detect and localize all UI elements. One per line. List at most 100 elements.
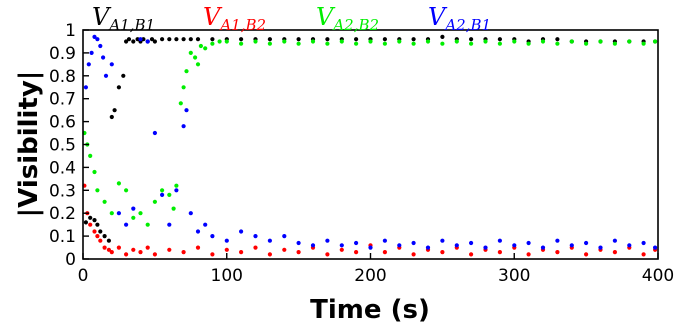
data-point — [325, 238, 330, 243]
data-point — [188, 50, 193, 56]
data-point — [160, 188, 165, 193]
data-point — [253, 39, 258, 44]
y-tick-label: 0.2 — [49, 204, 76, 224]
data-point — [440, 238, 445, 243]
data-point — [174, 183, 179, 188]
data-point — [339, 243, 344, 248]
series-3 — [82, 39, 658, 227]
data-point — [224, 247, 229, 252]
data-point — [135, 37, 140, 42]
data-point — [425, 245, 431, 250]
data-point — [612, 250, 618, 255]
data-point — [282, 247, 287, 252]
data-point — [253, 245, 258, 250]
data-point — [106, 238, 111, 243]
data-point — [210, 252, 215, 257]
data-point — [131, 247, 136, 252]
data-point — [239, 250, 244, 255]
data-point — [497, 37, 502, 42]
data-point — [267, 238, 272, 243]
data-point — [325, 252, 330, 257]
data-point — [116, 211, 121, 216]
data-point — [138, 250, 143, 255]
data-point — [195, 62, 201, 67]
data-point — [141, 37, 146, 42]
legend-symbol: V — [316, 3, 336, 31]
data-point — [167, 37, 172, 42]
y-tick-label: 0.4 — [49, 158, 76, 178]
data-point — [98, 229, 103, 234]
data-point — [339, 39, 344, 44]
data-point — [95, 188, 100, 193]
data-point — [95, 234, 100, 239]
data-point — [181, 250, 186, 255]
data-point — [382, 238, 387, 243]
data-point — [411, 37, 416, 42]
x-axis-title: Time (s) — [310, 295, 430, 325]
data-point — [145, 222, 150, 227]
data-point — [469, 240, 474, 246]
data-point — [612, 41, 618, 46]
data-point — [95, 37, 100, 42]
data-point — [152, 252, 157, 257]
data-point — [203, 46, 208, 51]
x-tick-label: 400 — [642, 266, 674, 286]
y-tick-label: 0.5 — [49, 136, 76, 156]
data-point — [555, 250, 560, 255]
data-point — [425, 39, 431, 44]
data-point — [88, 153, 93, 158]
data-point — [397, 39, 402, 44]
data-point — [569, 243, 574, 248]
data-point — [160, 37, 165, 42]
data-point — [267, 37, 272, 42]
data-point — [239, 37, 244, 42]
data-point — [171, 206, 176, 211]
data-point — [325, 37, 330, 42]
data-point — [382, 250, 387, 255]
data-point — [184, 108, 189, 113]
legend: VA1,B1 VA1,B2 VA2,B2 VA2,B1 — [92, 3, 491, 34]
data-point — [102, 234, 107, 239]
legend-subscript: A1,B2 — [218, 16, 266, 34]
data-point — [555, 238, 560, 243]
data-point — [267, 252, 272, 257]
data-point — [239, 229, 244, 234]
data-point — [296, 250, 301, 255]
legend-subscript: A2,B1 — [443, 16, 491, 34]
data-point — [124, 39, 129, 44]
data-point — [440, 41, 445, 46]
series-4 — [83, 34, 658, 250]
legend-symbol: V — [92, 3, 112, 31]
data-point — [411, 41, 416, 46]
legend-entry-4: VA2,B1 — [428, 3, 491, 34]
data-point — [195, 245, 201, 250]
data-point — [267, 41, 272, 46]
data-point — [188, 211, 193, 216]
data-point — [440, 250, 445, 255]
x-tick-label: 200 — [354, 266, 386, 286]
data-point — [627, 243, 632, 248]
data-point — [181, 124, 186, 129]
legend-subscript: A1,B1 — [107, 16, 155, 34]
data-point — [101, 55, 106, 60]
data-point — [126, 37, 132, 42]
data-point — [109, 250, 114, 255]
data-point — [310, 39, 316, 44]
data-point — [584, 240, 589, 246]
legend-entry-2: VA1,B2 — [203, 3, 266, 34]
data-point — [440, 34, 445, 40]
data-point — [92, 34, 97, 40]
series-1 — [83, 34, 658, 243]
data-point — [382, 41, 387, 46]
data-point — [555, 37, 560, 42]
data-point — [92, 218, 97, 223]
data-point — [116, 245, 121, 250]
legend-entry-1: VA1,B1 — [92, 3, 155, 34]
data-point — [103, 73, 109, 78]
data-point — [145, 39, 150, 44]
data-point — [497, 41, 502, 46]
data-point — [174, 188, 179, 193]
data-point — [188, 37, 193, 42]
data-point — [210, 234, 215, 239]
